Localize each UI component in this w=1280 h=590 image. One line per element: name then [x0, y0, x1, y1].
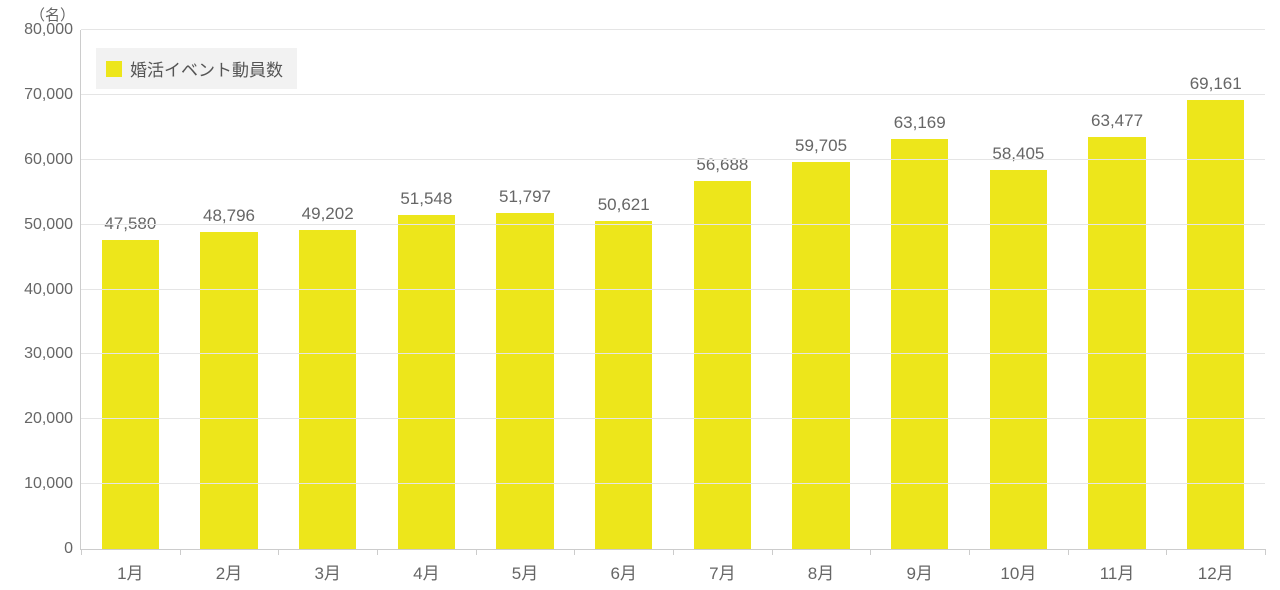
bar-slot: 63,1699月 — [870, 30, 969, 549]
x-tick-label: 10月 — [1000, 549, 1036, 584]
gridline — [81, 224, 1265, 225]
bar-value-label: 69,161 — [1190, 74, 1242, 100]
gridline — [81, 353, 1265, 354]
y-tick-label: 80,000 — [24, 21, 81, 39]
bar-slot: 59,7058月 — [772, 30, 871, 549]
y-tick-label: 0 — [64, 540, 81, 558]
x-tick-mark — [673, 549, 674, 555]
y-tick-label: 10,000 — [24, 475, 81, 493]
gridline — [81, 29, 1265, 30]
bar-slot: 50,6216月 — [574, 30, 673, 549]
x-tick-label: 5月 — [512, 549, 538, 584]
x-tick-label: 7月 — [709, 549, 735, 584]
plot-area: 47,5801月48,7962月49,2023月51,5484月51,7975月… — [80, 30, 1265, 550]
bar: 50,621 — [595, 221, 652, 549]
gridline — [81, 289, 1265, 290]
bar-slot: 63,47711月 — [1068, 30, 1167, 549]
x-tick-mark — [377, 549, 378, 555]
legend-swatch — [106, 61, 122, 77]
bar-slot: 51,7975月 — [476, 30, 575, 549]
y-tick-label: 60,000 — [24, 151, 81, 169]
bar: 69,161 — [1187, 100, 1244, 549]
x-tick-label: 6月 — [610, 549, 636, 584]
bar-value-label: 48,796 — [203, 206, 255, 232]
bar-slot: 56,6887月 — [673, 30, 772, 549]
x-tick-label: 2月 — [216, 549, 242, 584]
bar-slot: 48,7962月 — [180, 30, 279, 549]
bars-row: 47,5801月48,7962月49,2023月51,5484月51,7975月… — [81, 30, 1265, 549]
y-tick-label: 20,000 — [24, 410, 81, 428]
x-tick-mark — [870, 549, 871, 555]
x-tick-label: 4月 — [413, 549, 439, 584]
bar: 51,548 — [398, 215, 455, 549]
x-tick-mark — [180, 549, 181, 555]
x-tick-label: 3月 — [314, 549, 340, 584]
bar: 58,405 — [990, 170, 1047, 549]
bar-slot: 51,5484月 — [377, 30, 476, 549]
y-tick-label: 50,000 — [24, 216, 81, 234]
x-tick-mark — [574, 549, 575, 555]
bar-value-label: 51,548 — [400, 189, 452, 215]
bar: 49,202 — [299, 230, 356, 549]
x-tick-label: 8月 — [808, 549, 834, 584]
x-tick-mark — [1265, 549, 1266, 555]
bar-value-label: 49,202 — [302, 204, 354, 230]
x-tick-mark — [278, 549, 279, 555]
x-tick-mark — [81, 549, 82, 555]
gridline — [81, 94, 1265, 95]
x-tick-mark — [772, 549, 773, 555]
x-tick-label: 1月 — [117, 549, 143, 584]
gridline — [81, 483, 1265, 484]
bar: 47,580 — [102, 240, 159, 549]
bar: 63,477 — [1088, 137, 1145, 549]
y-tick-label: 70,000 — [24, 86, 81, 104]
legend: 婚活イベント動員数 — [96, 48, 297, 89]
x-tick-mark — [476, 549, 477, 555]
gridline — [81, 418, 1265, 419]
y-tick-label: 30,000 — [24, 345, 81, 363]
x-tick-mark — [1166, 549, 1167, 555]
bar-value-label: 47,580 — [104, 214, 156, 240]
bar-value-label: 51,797 — [499, 187, 551, 213]
bar-slot: 69,16112月 — [1166, 30, 1265, 549]
bar: 48,796 — [200, 232, 257, 549]
bar-value-label: 50,621 — [598, 195, 650, 221]
bar-value-label: 63,169 — [894, 113, 946, 139]
bar-value-label: 58,405 — [992, 144, 1044, 170]
x-tick-label: 9月 — [906, 549, 932, 584]
x-tick-label: 11月 — [1100, 549, 1135, 584]
bar: 56,688 — [694, 181, 751, 549]
bar-value-label: 63,477 — [1091, 111, 1143, 137]
bar: 63,169 — [891, 139, 948, 549]
y-tick-label: 40,000 — [24, 281, 81, 299]
bar-chart: （名） 47,5801月48,7962月49,2023月51,5484月51,7… — [0, 0, 1280, 590]
bar-slot: 47,5801月 — [81, 30, 180, 549]
bar-slot: 58,40510月 — [969, 30, 1068, 549]
x-tick-mark — [969, 549, 970, 555]
x-tick-label: 12月 — [1198, 549, 1234, 584]
bar: 59,705 — [792, 162, 849, 549]
gridline — [81, 159, 1265, 160]
bar: 51,797 — [496, 213, 553, 549]
legend-label: 婚活イベント動員数 — [130, 56, 283, 81]
x-tick-mark — [1068, 549, 1069, 555]
bar-slot: 49,2023月 — [278, 30, 377, 549]
